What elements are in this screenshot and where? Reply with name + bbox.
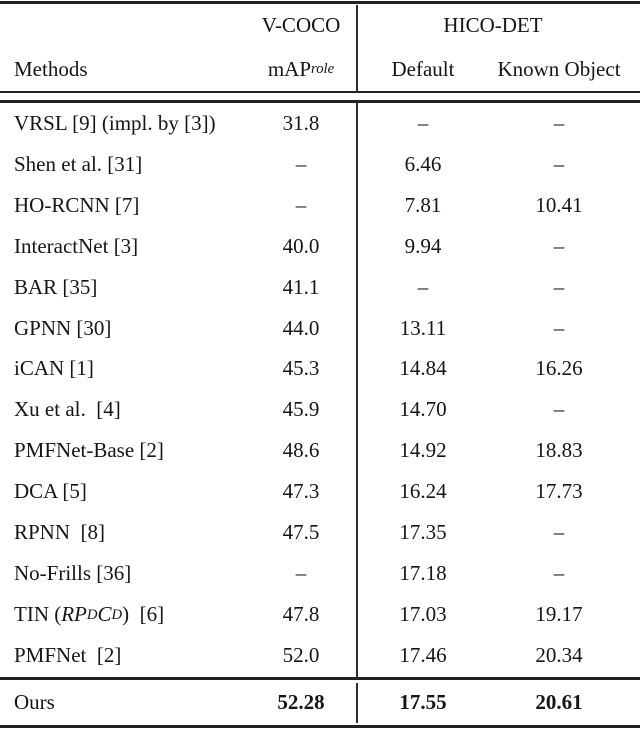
hico-known-object-value: – <box>553 110 565 135</box>
hico-known-object-value: 10.41 <box>535 192 583 217</box>
hico-default-value: 17.03 <box>399 602 447 627</box>
bottom-rule <box>0 725 640 728</box>
hico-default-value: 7.81 <box>404 192 442 217</box>
hico-default-value: 16.24 <box>399 479 447 504</box>
vcoco-map-value: 41.1 <box>282 274 320 299</box>
table-row: Xu et al. [4] 45.9 14.70 – <box>0 389 640 430</box>
method-name: HO-RCNN [7] <box>14 192 140 217</box>
vcoco-map-value: 45.9 <box>282 397 320 422</box>
table-row: TIN (RP D C D) [6] 47.8 17.03 19.17 <box>0 594 640 635</box>
table-body: VRSL [9] (impl. by [3]) 31.8 – – Shen et… <box>0 103 640 676</box>
vcoco-group-header: V-COCO <box>261 12 341 37</box>
table-row: Shen et al. [31] – 6.46 – <box>0 144 640 185</box>
vcoco-map-value: 48.6 <box>282 438 320 463</box>
vcoco-map-value: – <box>295 561 307 586</box>
hico-default-value: 17.46 <box>399 642 447 667</box>
method-name: GPNN [30] <box>14 315 112 340</box>
vcoco-map-value: – <box>295 192 307 217</box>
method-name: No-Frills [36] <box>14 561 132 586</box>
hico-known-object-value: 17.73 <box>535 479 583 504</box>
hico-known-object-value: 19.17 <box>535 602 583 627</box>
method-name-part: TIN ( <box>14 602 62 627</box>
hico-known-object-value: – <box>553 315 565 340</box>
hico-default-value: – <box>417 110 429 135</box>
method-name: BAR [35] <box>14 274 98 299</box>
table-row: No-Frills [36] – 17.18 – <box>0 553 640 594</box>
top-rule <box>0 1 640 4</box>
vcoco-map-value: 40.0 <box>282 233 320 258</box>
vcoco-map-value: 52.0 <box>282 642 320 667</box>
method-name: Ours <box>14 689 55 714</box>
hico-default-value: 9.94 <box>404 233 442 258</box>
ours-row: Ours 52.28 17.55 20.61 <box>0 681 640 723</box>
method-name: VRSL [9] (impl. by [3]) <box>14 110 216 135</box>
table-row: InteractNet [3] 40.0 9.94 – <box>0 226 640 267</box>
hico-known-object-value: 20.34 <box>535 642 583 667</box>
hico-default-value: 13.11 <box>399 315 447 340</box>
vcoco-map-value: 47.3 <box>282 479 320 504</box>
map-label: mAP <box>267 56 312 81</box>
table-row: RPNN [8] 47.5 17.35 – <box>0 512 640 553</box>
hico-known-object-value: 18.83 <box>535 438 583 463</box>
ours-separator-rule <box>0 677 640 680</box>
hico-default-value: 17.55 <box>399 689 447 714</box>
hico-default-value: – <box>417 274 429 299</box>
hico-default-value: 14.92 <box>399 438 447 463</box>
method-math-rp: RP <box>61 602 87 627</box>
column-separator-line <box>356 683 358 723</box>
hico-known-object-value: – <box>553 233 565 258</box>
header-double-rule-lower <box>0 100 640 103</box>
hico-default-value: 6.46 <box>404 151 442 176</box>
table-header: V-COCO HICO-DET Methods mAP role Default … <box>0 3 640 91</box>
hico-known-object-value: – <box>553 561 565 586</box>
column-separator-line <box>356 5 358 91</box>
method-name-part: ) [6] <box>122 602 165 627</box>
table-row: PMFNet [2] 52.0 17.46 20.34 <box>0 635 640 676</box>
method-name: Xu et al. [4] <box>14 397 121 422</box>
hico-default-value: 14.84 <box>399 356 447 381</box>
column-separator-line <box>356 103 358 677</box>
method-name: Shen et al. [31] <box>14 151 143 176</box>
method-name: RPNN [8] <box>14 520 106 545</box>
hico-known-object-value: – <box>553 151 565 176</box>
hico-known-object-value: 20.61 <box>535 689 583 714</box>
header-double-rule-upper <box>0 91 640 93</box>
hico-known-object-value: – <box>553 520 565 545</box>
hico-known-object-value: – <box>553 274 565 299</box>
method-name: PMFNet [2] <box>14 642 122 667</box>
hico-default-value: 14.70 <box>399 397 447 422</box>
table-row: BAR [35] 41.1 – – <box>0 267 640 308</box>
vcoco-map-value: 52.28 <box>277 689 325 714</box>
method-name: DCA [5] <box>14 479 87 504</box>
hico-default-value: 17.18 <box>399 561 447 586</box>
vcoco-map-value: – <box>295 151 307 176</box>
hicodet-group-header: HICO-DET <box>443 12 543 37</box>
hico-known-object-value: – <box>553 397 565 422</box>
map-role-column-header: mAP role <box>267 56 335 81</box>
table-row: GPNN [30] 44.0 13.11 – <box>0 308 640 349</box>
table-row: VRSL [9] (impl. by [3]) 31.8 – – <box>0 103 640 144</box>
table-row: DCA [5] 47.3 16.24 17.73 <box>0 471 640 512</box>
vcoco-map-value: 47.8 <box>282 602 320 627</box>
method-name: InteractNet [3] <box>14 233 139 258</box>
table-row: iCAN [1] 45.3 14.84 16.26 <box>0 349 640 390</box>
vcoco-map-value: 31.8 <box>282 110 320 135</box>
table-row: HO-RCNN [7] – 7.81 10.41 <box>0 185 640 226</box>
method-name: PMFNet-Base [2] <box>14 438 164 463</box>
known-object-column-header: Known Object <box>497 56 621 81</box>
method-name: iCAN [1] <box>14 356 94 381</box>
vcoco-map-value: 44.0 <box>282 315 320 340</box>
default-column-header: Default <box>391 56 455 81</box>
methods-column-header: Methods <box>14 56 88 81</box>
method-name: TIN (RP D C D) [6] <box>14 602 165 627</box>
vcoco-map-value: 45.3 <box>282 356 320 381</box>
hico-default-value: 17.35 <box>399 520 447 545</box>
method-math-c: C <box>97 602 112 627</box>
hico-known-object-value: 16.26 <box>535 356 583 381</box>
table-row: PMFNet-Base [2] 48.6 14.92 18.83 <box>0 430 640 471</box>
vcoco-map-value: 47.5 <box>282 520 320 545</box>
